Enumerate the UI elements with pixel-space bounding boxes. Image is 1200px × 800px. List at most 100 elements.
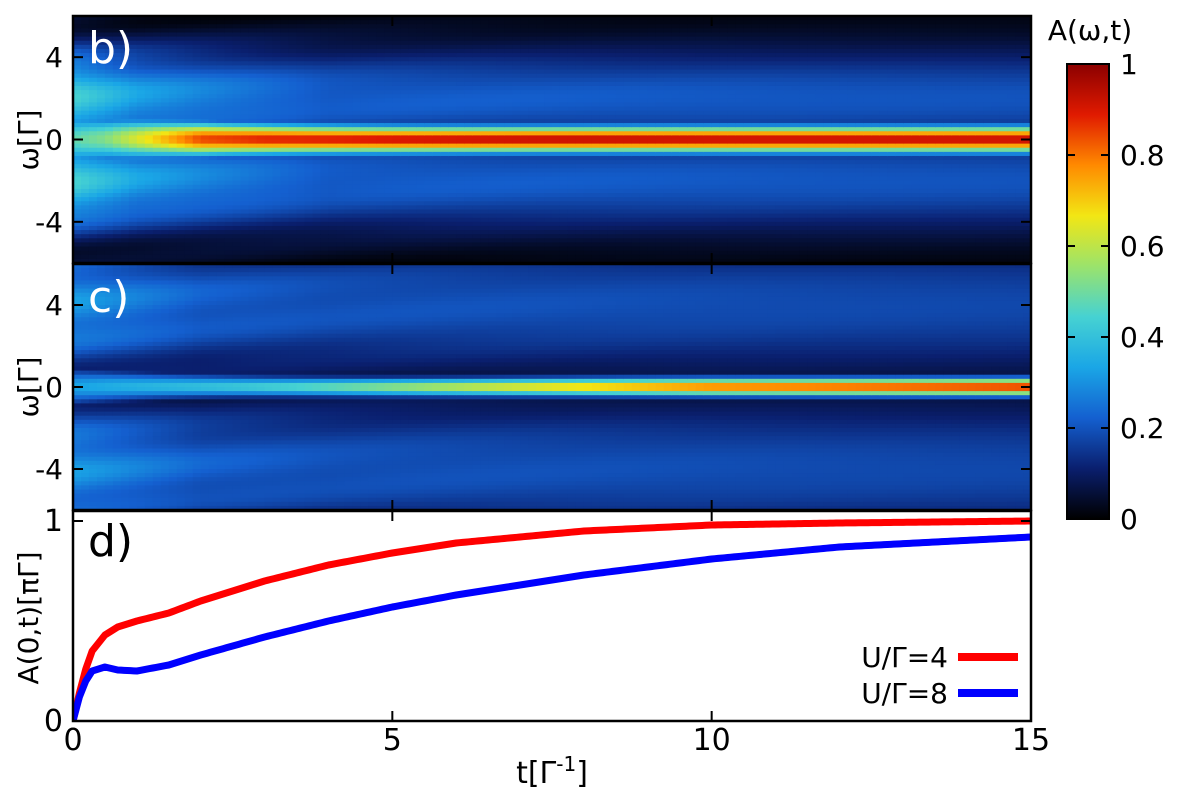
heatmap-cell	[408, 201, 417, 206]
heatmap-cell	[96, 106, 106, 112]
heatmap-cell	[623, 102, 633, 108]
heatmap-cell	[120, 98, 130, 104]
heatmap-cell	[536, 110, 545, 116]
heatmap-cell	[80, 61, 90, 66]
heatmap-cell	[456, 44, 465, 50]
heatmap-cell	[272, 205, 282, 211]
heatmap-cell	[583, 238, 593, 244]
heatmap-cell	[256, 193, 266, 198]
heatmap-cell	[392, 205, 401, 211]
heatmap-cell	[559, 65, 569, 71]
heatmap-cell	[512, 230, 521, 235]
heatmap-cell	[639, 238, 649, 244]
heatmap-cell	[88, 114, 98, 120]
heatmap-cell	[200, 102, 210, 108]
heatmap-cell	[256, 90, 266, 95]
heatmap-cell	[320, 258, 330, 263]
heatmap-cell	[352, 242, 361, 248]
heatmap-cell	[168, 151, 178, 157]
heatmap-cell	[639, 123, 649, 128]
heatmap-cell	[312, 48, 322, 54]
heatmap-cell	[200, 36, 210, 42]
heatmap-cell	[208, 85, 218, 91]
heatmap-cell	[168, 61, 178, 66]
heatmap-cell	[679, 205, 689, 211]
heatmap-cell	[607, 147, 617, 153]
heatmap-cell	[687, 147, 697, 153]
heatmap-cell	[280, 110, 290, 116]
heatmap-cell	[128, 53, 138, 58]
heatmap-cell	[456, 110, 465, 116]
heatmap-cell	[272, 65, 282, 71]
heatmap-cell	[224, 69, 234, 75]
heatmap-cell	[280, 135, 290, 141]
heatmap-cell	[304, 238, 314, 244]
heatmap-cell	[144, 16, 154, 21]
heatmap-cell	[224, 201, 234, 206]
heatmap-cell	[320, 180, 330, 186]
heatmap-cell	[152, 193, 162, 198]
heatmap-cell	[80, 250, 90, 256]
heatmap-cell	[328, 131, 338, 136]
heatmap-cell	[304, 131, 314, 136]
heatmap-cell	[575, 114, 585, 120]
heatmap-cell	[552, 65, 561, 71]
heatmap-cell	[192, 164, 202, 169]
heatmap-cell	[112, 217, 122, 223]
heatmap-cell	[703, 139, 713, 145]
heatmap-cell	[240, 155, 250, 161]
heatmap-cell	[583, 65, 593, 71]
heatmap-cell	[408, 180, 417, 186]
heatmap-cell	[208, 225, 218, 231]
heatmap-cell	[360, 184, 369, 190]
heatmap-cell	[719, 102, 729, 108]
heatmap-cell	[528, 184, 537, 190]
heatmap-cell	[416, 106, 425, 112]
heatmap-cell	[727, 176, 737, 182]
heatmap-cell	[208, 188, 218, 194]
heatmap-cell	[663, 40, 673, 46]
heatmap-cell	[176, 180, 186, 186]
heatmap-cell	[104, 44, 114, 50]
heatmap-cell	[120, 36, 130, 42]
heatmap-cell	[368, 77, 377, 83]
heatmap-cell	[376, 188, 385, 194]
heatmap-cell	[408, 184, 417, 190]
heatmap-cell	[488, 90, 497, 95]
heatmap-cell	[480, 114, 489, 120]
heatmap-cell	[687, 65, 697, 71]
heatmap-cell	[719, 73, 729, 79]
heatmap-cell	[599, 135, 609, 141]
heatmap-cell	[520, 188, 529, 194]
heatmap-cell	[464, 230, 473, 235]
heatmap-cell	[591, 180, 601, 186]
heatmap-cell	[232, 238, 242, 244]
heatmap-cell	[504, 246, 513, 252]
heatmap-cell	[88, 106, 98, 112]
heatmap-cell	[639, 20, 649, 25]
heatmap-cell	[631, 110, 641, 116]
heatmap-cell	[687, 209, 697, 215]
heatmap-cell	[408, 48, 417, 54]
heatmap-cell	[496, 81, 505, 87]
heatmap-cell	[615, 118, 625, 124]
heatmap-cell	[687, 201, 697, 206]
heatmap-cell	[607, 53, 617, 58]
heatmap-cell	[424, 94, 433, 99]
heatmap-cell	[695, 230, 705, 235]
heatmap-cell	[344, 114, 354, 120]
heatmap-cell	[176, 209, 186, 215]
heatmap-cell	[528, 258, 537, 263]
heatmap-cell	[144, 164, 154, 169]
heatmap-cell	[583, 246, 593, 252]
heatmap-cell	[567, 48, 577, 54]
heatmap-cell	[671, 258, 681, 263]
heatmap-cell	[583, 197, 593, 202]
heatmap-cell	[248, 139, 258, 145]
heatmap-cell	[695, 61, 705, 66]
heatmap-cell	[248, 151, 258, 157]
heatmap-cell	[567, 131, 577, 136]
heatmap-cell	[583, 147, 593, 153]
heatmap-cell	[695, 44, 705, 50]
heatmap-cell	[88, 123, 98, 128]
